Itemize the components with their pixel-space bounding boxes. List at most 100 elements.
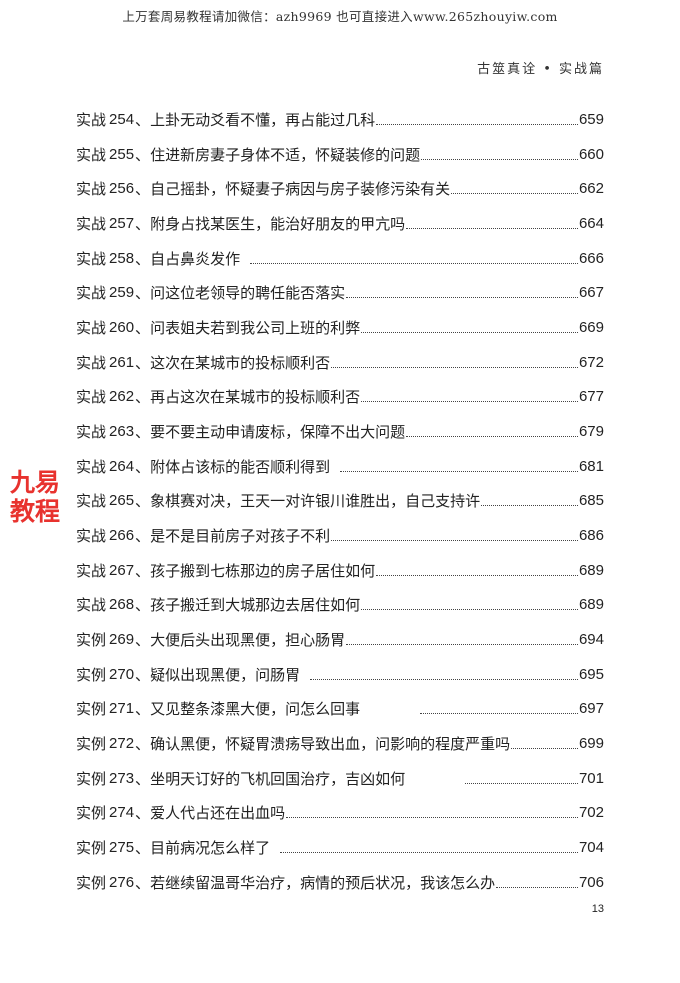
dot-leader: [346, 297, 578, 299]
toc-entry[interactable]: 实战 266、是不是目前房子对孩子不利 686: [76, 518, 604, 553]
toc-entry[interactable]: 实例 276、若继续留温哥华治疗，病情的预后状况，我该怎么办 706: [76, 865, 604, 900]
entry-prefix: 实战: [76, 110, 107, 129]
entry-number: 260: [109, 318, 135, 336]
entry-prefix: 实战: [76, 180, 107, 199]
page-number: 13: [591, 903, 604, 915]
dot-leader: [451, 193, 578, 195]
entry-title: 孩子搬到七栋那边的房子居住如何: [150, 561, 376, 580]
dot-leader: [361, 609, 578, 611]
dot-leader: [331, 366, 578, 368]
entry-page: 689: [578, 561, 604, 579]
toc-entry[interactable]: 实战 258、自占鼻炎发作 666: [76, 241, 604, 276]
toc-entry[interactable]: 实例 271、又见整条漆黑大便，问怎么回事 697: [76, 691, 604, 726]
dot-leader: [420, 713, 578, 715]
dot-leader: [286, 817, 578, 819]
toc-entry[interactable]: 实战 265、象棋赛对决，王天一对许银川谁胜出，自己支持许 685: [76, 483, 604, 518]
toc-entry[interactable]: 实战 264、附体占该标的能否顺利得到 681: [76, 449, 604, 484]
entry-prefix: 实战: [76, 561, 107, 580]
toc-entry[interactable]: 实战 255、住进新房妻子身体不适，怀疑装修的问题 660: [76, 137, 604, 172]
dot-leader: [361, 331, 578, 333]
dot-leader: [496, 886, 578, 888]
entry-page: 664: [578, 214, 604, 232]
entry-number: 276: [109, 873, 135, 891]
dot-leader: [406, 227, 578, 229]
toc-entry[interactable]: 实战 256、自己摇卦，怀疑妻子病因与房子装修污染有关 662: [76, 171, 604, 206]
dot-leader: [481, 505, 578, 507]
entry-number: 274: [109, 804, 135, 822]
entry-title: 住进新房妻子身体不适，怀疑装修的问题: [150, 145, 421, 164]
watermark-logo: 九易教程: [10, 468, 61, 526]
entry-separator: 、: [135, 734, 151, 753]
entry-separator: 、: [135, 630, 151, 649]
toc-entry[interactable]: 实例 274、爱人代占还在出血吗 702: [76, 795, 604, 830]
dot-leader: [346, 643, 578, 645]
entry-number: 275: [109, 838, 135, 856]
entry-page: 704: [578, 838, 604, 856]
entry-title: 孩子搬迁到大城那边去居住如何: [150, 596, 361, 615]
entry-number: 265: [109, 492, 135, 510]
dot-leader: [376, 123, 578, 125]
entry-page: 685: [578, 492, 604, 510]
entry-number: 272: [109, 734, 135, 752]
entry-separator: 、: [135, 457, 151, 476]
toc-entry[interactable]: 实战 263、要不要主动申请废标，保障不出大问题 679: [76, 414, 604, 449]
entry-separator: 、: [135, 665, 151, 684]
toc-entry[interactable]: 实战 261、这次在某城市的投标顺利否 672: [76, 345, 604, 380]
entry-prefix: 实例: [76, 700, 107, 719]
toc-entry[interactable]: 实战 267、孩子搬到七栋那边的房子居住如何 689: [76, 553, 604, 588]
entry-page: 662: [578, 180, 604, 198]
entry-page: 669: [578, 318, 604, 336]
dot-leader: [465, 782, 578, 784]
toc-entry[interactable]: 实例 273、坐明天订好的飞机回国治疗，吉凶如何 701: [76, 761, 604, 796]
entry-separator: 、: [135, 284, 151, 303]
entry-separator: 、: [135, 388, 151, 407]
entry-number: 269: [109, 630, 135, 648]
entry-prefix: 实战: [76, 353, 107, 372]
entry-number: 271: [109, 700, 135, 718]
entry-title: 这次在某城市的投标顺利否: [150, 353, 331, 372]
toc-entry[interactable]: 实战 260、问表姐夫若到我公司上班的利弊 669: [76, 310, 604, 345]
entry-prefix: 实例: [76, 630, 107, 649]
entry-number: 261: [109, 353, 135, 371]
entry-separator: 、: [135, 700, 151, 719]
entry-separator: 、: [135, 804, 151, 823]
entry-title: 确认黑便，怀疑胃溃疡导致出血，问影响的程度严重吗: [150, 734, 511, 753]
entry-prefix: 实例: [76, 734, 107, 753]
entry-separator: 、: [135, 561, 151, 580]
entry-prefix: 实战: [76, 492, 107, 511]
entry-page: 702: [578, 804, 604, 822]
entry-page: 699: [578, 734, 604, 752]
entry-prefix: 实战: [76, 284, 107, 303]
entry-separator: 、: [135, 526, 151, 545]
toc-entry[interactable]: 实战 259、问这位老领导的聘任能否落实 667: [76, 275, 604, 310]
toc-entry[interactable]: 实例 270、疑似出现黑便，问肠胃 695: [76, 657, 604, 692]
entry-page: 679: [578, 422, 604, 440]
entry-page: 706: [578, 873, 604, 891]
entry-page: 695: [578, 665, 604, 683]
entry-title: 问这位老领导的聘任能否落实: [150, 284, 346, 303]
entry-page: 686: [578, 526, 604, 544]
toc-entry[interactable]: 实例 275、目前病况怎么样了 704: [76, 830, 604, 865]
entry-page: 659: [578, 110, 604, 128]
entry-separator: 、: [135, 492, 151, 511]
entry-separator: 、: [135, 769, 151, 788]
entry-title: 附体占该标的能否顺利得到: [150, 457, 331, 476]
toc-entry[interactable]: 实战 257、附身占找某医生，能治好朋友的甲亢吗 664: [76, 206, 604, 241]
entry-prefix: 实战: [76, 526, 107, 545]
entry-separator: 、: [135, 249, 151, 268]
toc-entry[interactable]: 实例 269、大便后头出现黑便，担心肠胃 694: [76, 622, 604, 657]
entry-number: 266: [109, 526, 135, 544]
dot-leader: [340, 470, 578, 472]
toc-entry[interactable]: 实战 254、上卦无动爻看不懂，再占能过几科 659: [76, 102, 604, 137]
entry-number: 268: [109, 596, 135, 614]
entry-page: 667: [578, 284, 604, 302]
entry-title: 爱人代占还在出血吗: [150, 804, 286, 823]
entry-separator: 、: [135, 110, 151, 129]
entry-prefix: 实战: [76, 145, 107, 164]
entry-title: 附身占找某医生，能治好朋友的甲亢吗: [150, 214, 406, 233]
entry-page: 681: [578, 457, 604, 475]
entry-number: 254: [109, 110, 135, 128]
toc-entry[interactable]: 实例 272、确认黑便，怀疑胃溃疡导致出血，问影响的程度严重吗 699: [76, 726, 604, 761]
toc-entry[interactable]: 实战 268、孩子搬迁到大城那边去居住如何 689: [76, 587, 604, 622]
toc-entry[interactable]: 实战 262、再占这次在某城市的投标顺利否 677: [76, 379, 604, 414]
